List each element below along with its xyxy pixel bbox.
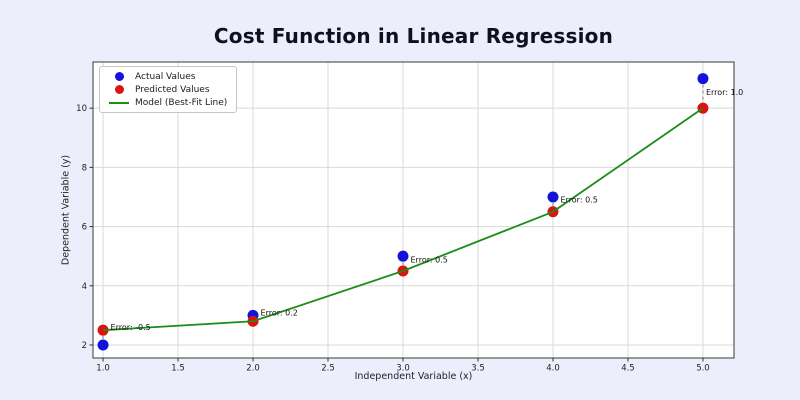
legend-item-model-line: Model (Best-Fit Line) [107,97,227,108]
error-annotation: Error: 0.5 [411,256,448,265]
x-tick-label: 2.0 [246,364,260,374]
x-tick-label: 4.5 [621,364,635,374]
y-tick-label: 10 [76,104,87,114]
y-axis-label: Dependent Variable (y) [60,154,72,266]
y-tick-label: 2 [82,341,87,351]
plot-border [92,61,735,359]
x-tick-label: 3.5 [471,364,485,374]
predicted-values-marker-icon [114,85,124,94]
error-annotation: Error: -0.5 [111,323,151,332]
legend-item-predicted-values: Predicted Values [107,84,227,95]
data-point [697,73,709,85]
y-tick-label: 4 [82,282,87,292]
chart-title: Cost Function in Linear Regression [213,24,614,48]
y-tick-labels: 2 4 6 8 10 [76,104,87,351]
error-annotation: Error: 0.5 [560,195,597,204]
actual-values-marker-icon [114,72,124,81]
legend-marker-wrap [107,85,131,94]
x-axis-label: Independent Variable (x) [354,371,473,382]
error-annotation: Error: 1.0 [706,88,743,97]
error-annotation: Error: 0.2 [261,308,298,317]
legend-marker-wrap [107,101,131,104]
model-line-marker-icon [109,101,129,104]
legend-label-model-line: Model (Best-Fit Line) [135,97,228,108]
data-point [397,250,409,262]
legend-item-actual-values: Actual Values [107,71,227,82]
legend-label-actual-values: Actual Values [135,71,196,82]
legend-marker-wrap [107,72,131,81]
x-tick-label: 1.5 [171,364,185,374]
data-point [547,191,559,203]
x-tick-label: 4.0 [546,364,560,374]
legend: Actual Values Predicted Values Model (Be… [99,66,238,113]
x-tick-labels: 1.0 1.5 2.0 2.5 3.0 3.5 4.0 4.5 5.0 [96,364,709,374]
x-tick-label: 2.5 [321,364,335,374]
data-point [97,339,109,351]
tick-marks [89,107,704,362]
y-tick-label: 6 [82,223,87,233]
x-tick-label: 5.0 [696,364,710,374]
best-fit-line [102,107,704,332]
error-annotations: Error: -0.5 Error: 0.2 Error: 0.5 Error: 0.… [111,88,744,332]
x-tick-label: 3.0 [396,364,410,374]
legend-label-predicted-values: Predicted Values [135,84,210,95]
y-tick-label: 8 [82,163,87,173]
x-tick-label: 1.0 [96,364,110,374]
